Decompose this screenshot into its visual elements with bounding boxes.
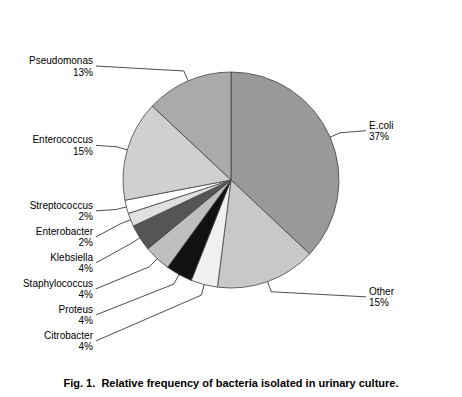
labels: E.coli37%Other15%Citrobacter4%Proteus4%S… <box>23 55 395 352</box>
data-label: 4% <box>79 341 94 352</box>
leader-line <box>96 220 131 237</box>
slice-label: Enterococcus15% <box>32 134 93 157</box>
leader-line <box>268 282 366 297</box>
leader-line <box>96 207 126 211</box>
category-label: Enterococcus <box>32 134 93 145</box>
data-label: 15% <box>73 146 93 157</box>
slice-label: E.coli37% <box>369 120 393 142</box>
data-label: 4% <box>79 315 94 326</box>
data-label: 37% <box>369 131 389 142</box>
data-label: 13% <box>73 67 93 78</box>
leader-line <box>96 275 179 315</box>
category-label: Enterobacter <box>36 226 94 237</box>
category-label: Citrobacter <box>44 330 94 341</box>
leader-line <box>96 66 188 81</box>
category-label: Pseudomonas <box>29 55 93 66</box>
slice <box>152 72 231 180</box>
slice <box>217 180 309 288</box>
data-label: 15% <box>369 297 389 308</box>
category-label: Klebsiella <box>50 252 93 263</box>
slice-label: Staphylococcus4% <box>23 278 93 301</box>
caption: Fig. 1. Relative frequency of bacteria i… <box>64 377 399 389</box>
leader-line <box>96 238 140 263</box>
slice-label: Other15% <box>369 286 395 309</box>
pie <box>123 72 339 288</box>
data-label: 4% <box>79 289 94 300</box>
data-label: 2% <box>79 237 94 248</box>
chart: E.coli37%Other15%Citrobacter4%Proteus4%S… <box>0 0 462 397</box>
leader-line <box>330 131 366 137</box>
slice-label: Citrobacter4% <box>44 330 94 353</box>
leader-line <box>96 259 157 289</box>
category-label: E.coli <box>369 120 393 131</box>
slice-label: Pseudomonas13% <box>29 55 93 78</box>
leader-line <box>96 145 127 150</box>
slice-label: Streptococcus2% <box>30 200 93 223</box>
slice-label: Enterobacter2% <box>36 226 94 249</box>
data-label: 2% <box>79 211 94 222</box>
category-label: Other <box>369 286 395 297</box>
slice-label: Proteus4% <box>59 304 94 327</box>
category-label: Streptococcus <box>30 200 93 211</box>
category-label: Staphylococcus <box>23 278 93 289</box>
slice-label: Klebsiella4% <box>50 252 93 274</box>
leader-line <box>96 285 204 341</box>
category-label: Proteus <box>59 304 93 315</box>
data-label: 4% <box>79 263 94 274</box>
